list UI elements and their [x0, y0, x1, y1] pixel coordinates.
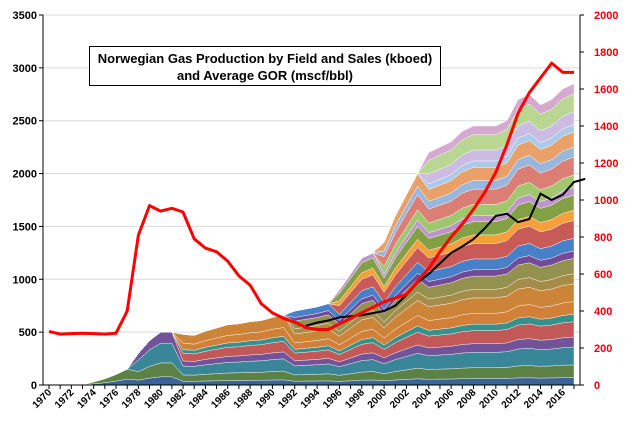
x-tick-label: 1982 [165, 387, 189, 411]
x-tick-label: 1990 [254, 387, 278, 411]
left-tick-label: 1000 [13, 274, 37, 286]
left-tick-label: 3000 [13, 63, 37, 75]
x-tick-label: 1972 [53, 387, 77, 411]
average-gor-line [48, 61, 574, 336]
left-tick-label: 500 [19, 327, 37, 339]
x-tick-label: 1984 [187, 387, 211, 411]
x-tick-label: 2006 [433, 387, 457, 411]
x-tick-label: 1998 [343, 387, 367, 411]
chart-title: Norwegian Gas Production by Field and Sa… [89, 46, 441, 86]
x-tick-label: 2010 [477, 387, 501, 411]
x-tick-label: 1988 [232, 387, 256, 411]
left-tick-label: 2500 [13, 116, 37, 128]
x-tick-label: 2004 [410, 387, 434, 411]
right-tick-label: 600 [594, 269, 612, 281]
right-tick-label: 1600 [594, 84, 618, 96]
right-tick-label: 800 [594, 232, 612, 244]
right-tick-label: 2000 [594, 10, 618, 22]
right-tick-label: 400 [594, 306, 612, 318]
left-tick-label: 1500 [13, 221, 37, 233]
x-tick-label: 2000 [366, 387, 390, 411]
x-tick-label: 1996 [321, 387, 345, 411]
x-tick-label: 2008 [455, 387, 479, 411]
left-tick-label: 3500 [13, 10, 37, 22]
x-tick-label: 1992 [276, 387, 300, 411]
x-tick-label: 1980 [142, 387, 166, 411]
x-tick-label: 1994 [299, 387, 323, 411]
chart-title-line1: Norwegian Gas Production by Field and Sa… [97, 51, 433, 66]
right-tick-label: 1000 [594, 195, 618, 207]
area-layer-24 [49, 83, 575, 386]
x-tick-label: 1978 [120, 387, 144, 411]
left-y-ticks: 0 500 1000 1500 2000 2500 3000 3500 [13, 10, 43, 392]
x-tick-label: 1974 [75, 387, 99, 411]
x-tick-label: 1986 [209, 387, 233, 411]
line-series [48, 61, 586, 336]
x-tick-label: 1976 [98, 387, 122, 411]
right-tick-label: 0 [594, 380, 600, 392]
x-tick-label: 2014 [522, 387, 546, 411]
chart-title-line2: and Average GOR (mscf/bbl) [176, 68, 353, 83]
x-tick-label: 2002 [388, 387, 412, 411]
right-tick-label: 200 [594, 343, 612, 355]
x-ticks: 1970197219741976197819801982198419861988… [31, 385, 575, 411]
x-tick-label: 2012 [500, 387, 524, 411]
x-tick-label: 2016 [544, 387, 568, 411]
right-tick-label: 1800 [594, 47, 618, 59]
right-tick-label: 1400 [594, 121, 618, 133]
left-tick-label: 2000 [13, 169, 37, 181]
left-tick-label: 0 [31, 380, 37, 392]
right-y-ticks: 0 200 400 600 800 1000 1200 1400 1600 1800 2000 [580, 10, 618, 392]
right-tick-label: 1200 [594, 158, 618, 170]
